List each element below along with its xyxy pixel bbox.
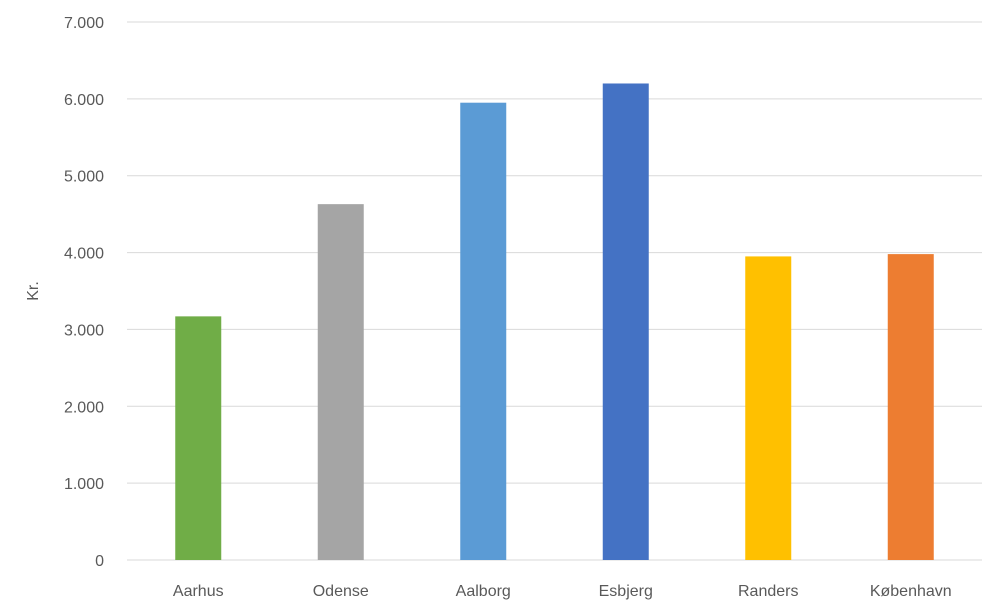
y-tick-label: 2.000 bbox=[64, 399, 104, 416]
bar-odense bbox=[317, 204, 364, 560]
bar-esbjerg bbox=[602, 83, 649, 560]
x-tick-label: Aalborg bbox=[456, 583, 511, 600]
bar-københavn bbox=[887, 254, 934, 560]
y-tick-label: 6.000 bbox=[64, 92, 104, 109]
y-tick-label: 5.000 bbox=[64, 169, 104, 186]
y-tick-label: 3.000 bbox=[64, 322, 104, 339]
x-tick-label: Odense bbox=[313, 583, 369, 600]
y-tick-label: 1.000 bbox=[64, 476, 104, 493]
y-tick-label: 0 bbox=[95, 553, 104, 570]
y-axis-tick-labels: 0 1.000 2.000 3.000 4.000 5.000 6.000 7.000 bbox=[64, 15, 104, 570]
x-tick-label: Aarhus bbox=[173, 583, 224, 600]
y-tick-label: 4.000 bbox=[64, 246, 104, 263]
bars bbox=[175, 83, 934, 560]
y-tick-label: 7.000 bbox=[64, 15, 104, 32]
y-axis-title: Kr. bbox=[25, 281, 42, 301]
gridlines bbox=[127, 21, 982, 561]
x-axis-tick-labels: Aarhus Odense Aalborg Esbjerg Randers Københa… bbox=[173, 583, 952, 600]
x-tick-label: Esbjerg bbox=[599, 583, 653, 600]
x-tick-label: Randers bbox=[738, 583, 798, 600]
bar-aalborg bbox=[460, 102, 507, 560]
x-tick-label: København bbox=[870, 583, 952, 600]
bar-randers bbox=[745, 256, 792, 560]
bar-aarhus bbox=[175, 316, 222, 560]
